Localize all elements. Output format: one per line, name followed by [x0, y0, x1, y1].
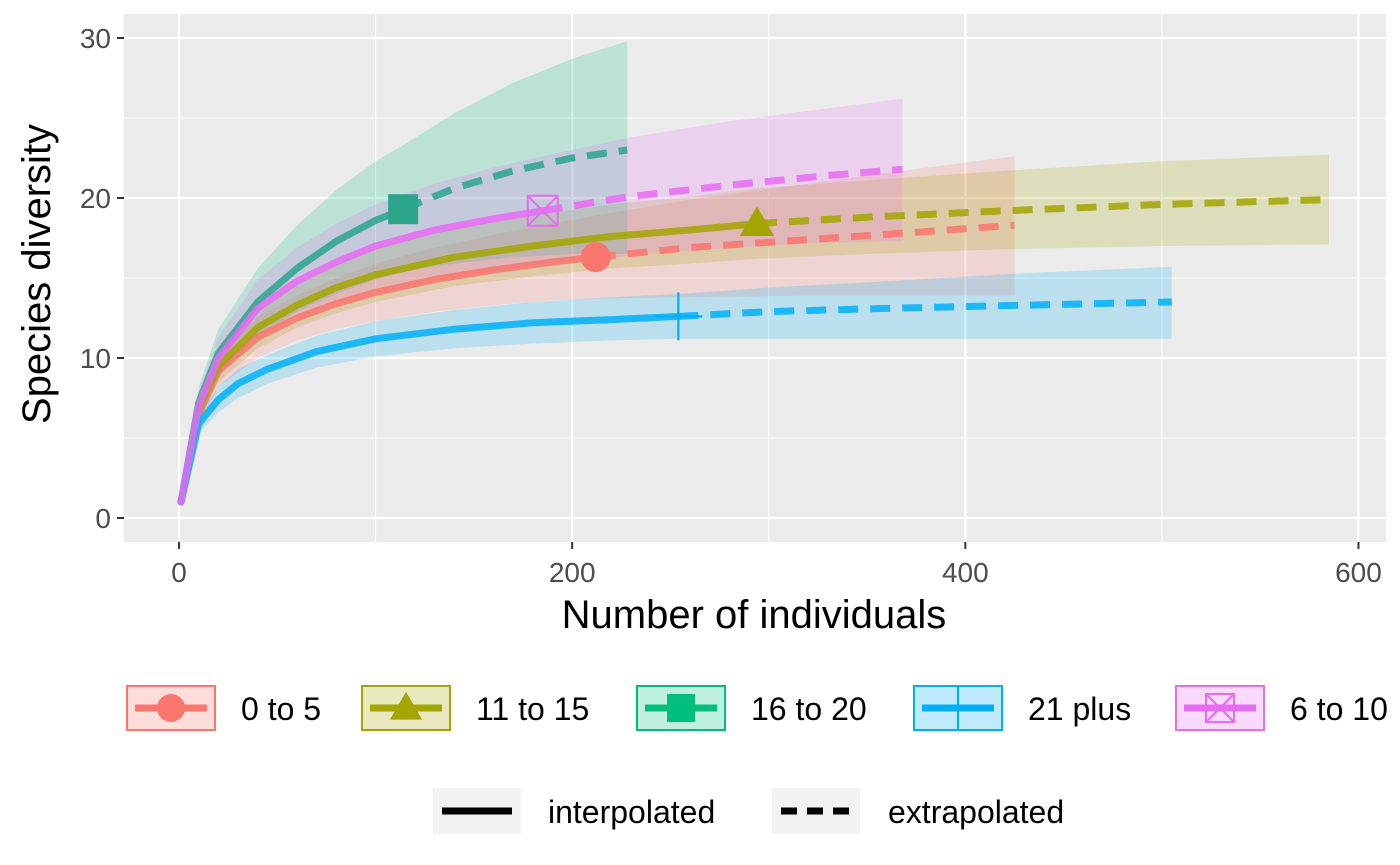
confidence-ribbon — [181, 98, 903, 503]
legend-label: 0 to 5 — [241, 691, 321, 727]
legend-key-shape — [389, 691, 423, 720]
confidence-ribbon — [181, 41, 628, 502]
y-tick-label: 10 — [80, 343, 111, 374]
legend-item: 16 to 20 — [636, 685, 867, 731]
legend-key-shape — [1205, 693, 1235, 723]
legend-key-shape — [667, 694, 695, 722]
grid-lines — [124, 14, 1386, 542]
confidence-ribbon — [181, 266, 1172, 502]
legend-label: 6 to 10 — [1290, 691, 1388, 727]
axes: 0 200 400 600 0 10 20 30 — [80, 23, 1382, 588]
legend-label: extrapolated — [888, 794, 1064, 830]
observed-points — [388, 194, 775, 341]
legend-label: 11 to 15 — [476, 691, 589, 727]
legend-line-type: interpolated extrapolated — [433, 788, 1064, 834]
x-tick-label: 0 — [171, 557, 187, 588]
observed-point — [580, 242, 611, 273]
legend-item: interpolated — [433, 788, 715, 834]
x-axis-title: Number of individuals — [562, 593, 947, 637]
x-tick-label: 600 — [1335, 557, 1382, 588]
observed-point — [526, 194, 559, 227]
y-tick-label: 30 — [80, 23, 111, 54]
series-lines — [177, 146, 1330, 506]
y-axis-title: Species diversity — [15, 124, 59, 424]
legend-label: interpolated — [548, 794, 715, 830]
confidence-ribbon — [181, 154, 1329, 503]
legend-item: 6 to 10 — [1175, 685, 1388, 731]
legend-item: 0 to 5 — [126, 685, 321, 731]
legend-item: 21 plus — [913, 685, 1131, 731]
legend-item: 11 to 15 — [361, 685, 589, 731]
legend-item: extrapolated — [772, 788, 1064, 834]
legend-label: 21 plus — [1028, 691, 1131, 727]
legend-series: 0 to 5 11 to 15 16 to 20 21 plus 6 to 10 — [126, 685, 1388, 731]
x-tick-label: 400 — [942, 557, 989, 588]
interpolated-line — [177, 207, 547, 506]
x-tick-label: 200 — [549, 557, 596, 588]
interpolated-line — [177, 312, 682, 506]
extrapolated-line — [678, 298, 1172, 320]
legend-label: 16 to 20 — [751, 691, 867, 727]
y-tick-label: 20 — [80, 183, 111, 214]
extrapolated-line — [401, 146, 628, 213]
extrapolated-line — [595, 221, 1015, 261]
y-tick-label: 0 — [95, 503, 111, 534]
observed-point — [654, 292, 703, 341]
observed-point — [388, 194, 419, 225]
extrapolated-line — [756, 196, 1330, 228]
observed-point — [739, 206, 775, 237]
legend-key-shape — [157, 694, 185, 722]
legend-key-shape — [935, 685, 981, 731]
